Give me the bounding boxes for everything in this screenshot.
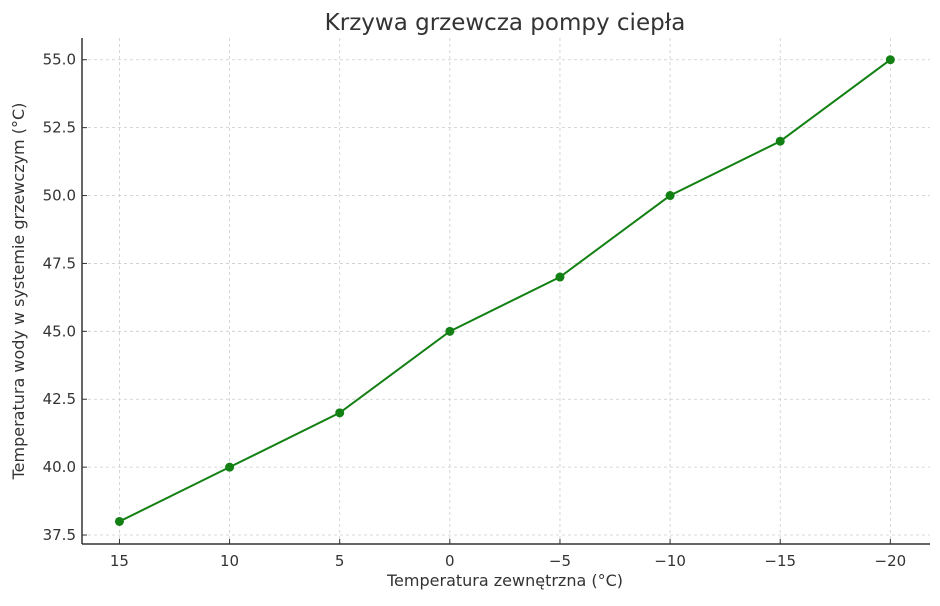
- y-tick-label: 50.0: [43, 187, 76, 205]
- x-tick-label: −15: [764, 552, 796, 570]
- data-point: [775, 136, 785, 146]
- data-point: [885, 55, 895, 65]
- data-point: [335, 408, 345, 418]
- x-axis-label: Temperatura zewnętrzna (°C): [386, 571, 623, 590]
- y-tick-label: 55.0: [43, 51, 76, 69]
- y-tick-label: 42.5: [43, 390, 76, 408]
- series-line: [119, 58, 891, 523]
- data-point: [445, 326, 455, 336]
- y-tick-label: 52.5: [43, 119, 76, 137]
- x-tick-label: −5: [549, 552, 571, 570]
- x-tick-label: 0: [445, 552, 455, 570]
- x-tick-label: 15: [110, 552, 129, 570]
- chart-title: Krzywa grzewcza pompy ciepła: [325, 10, 686, 36]
- y-tick-label: 47.5: [43, 254, 76, 272]
- x-tick-label: 10: [220, 552, 239, 570]
- data-point: [225, 462, 235, 472]
- y-tick-label: 37.5: [43, 526, 76, 544]
- x-tick-label: 5: [335, 552, 345, 570]
- y-tick-label: 40.0: [43, 458, 76, 476]
- x-tick-label: −10: [654, 552, 686, 570]
- data-point: [114, 516, 124, 526]
- y-axis-label: Temperatura wody w systemie grzewczym (°…: [9, 103, 28, 481]
- y-tick-label: 45.0: [43, 322, 76, 340]
- data-point: [665, 191, 675, 201]
- data-point: [555, 272, 565, 282]
- x-tick-label: −20: [875, 552, 907, 570]
